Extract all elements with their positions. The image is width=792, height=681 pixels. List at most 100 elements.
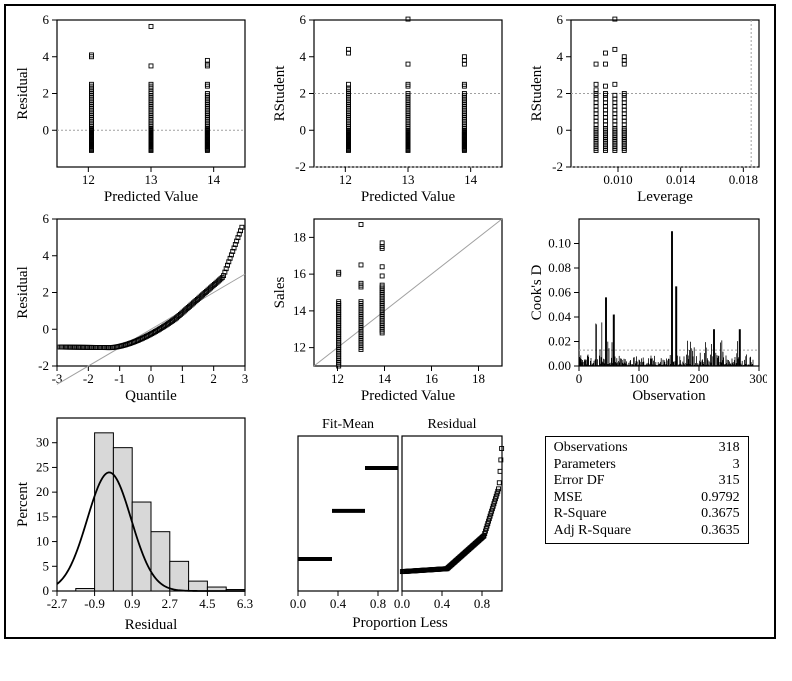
svg-text:6.3: 6.3 xyxy=(237,596,253,611)
svg-text:-0.9: -0.9 xyxy=(85,596,106,611)
stats-label: Error DF xyxy=(554,473,605,490)
svg-text:4.5: 4.5 xyxy=(200,596,216,611)
svg-text:0: 0 xyxy=(43,122,50,137)
svg-text:0.02: 0.02 xyxy=(548,334,571,349)
svg-text:0.9: 0.9 xyxy=(124,596,140,611)
svg-text:RStudent: RStudent xyxy=(272,65,288,122)
svg-text:18: 18 xyxy=(472,371,485,386)
svg-text:4: 4 xyxy=(556,49,563,64)
svg-text:0.018: 0.018 xyxy=(728,172,757,187)
svg-text:0.4: 0.4 xyxy=(434,596,451,611)
svg-text:4: 4 xyxy=(43,49,50,64)
svg-text:6: 6 xyxy=(556,12,563,27)
panel-histogram-residual: -2.7-0.90.92.74.56.3051015202530Residual… xyxy=(12,410,255,635)
svg-text:Proportion Less: Proportion Less xyxy=(352,615,448,631)
svg-text:2.7: 2.7 xyxy=(162,596,179,611)
svg-text:2: 2 xyxy=(556,86,563,101)
svg-text:13: 13 xyxy=(401,172,414,187)
svg-text:14: 14 xyxy=(293,303,307,318)
panel-cooksd: 01002003000.000.020.040.060.080.10Observ… xyxy=(525,211,768,406)
svg-text:0.00: 0.00 xyxy=(548,358,571,373)
svg-text:0.010: 0.010 xyxy=(603,172,632,187)
svg-text:14: 14 xyxy=(464,172,478,187)
svg-text:16: 16 xyxy=(293,266,307,281)
svg-text:0.0: 0.0 xyxy=(394,596,410,611)
stats-value: 3 xyxy=(733,457,740,474)
svg-text:200: 200 xyxy=(689,371,709,386)
svg-text:10: 10 xyxy=(36,534,49,549)
svg-text:2: 2 xyxy=(211,371,218,386)
svg-text:30: 30 xyxy=(36,435,49,450)
svg-text:12: 12 xyxy=(331,371,344,386)
svg-text:Cook's D: Cook's D xyxy=(529,265,545,321)
panel-rf-spread: Fit-MeanResidual0.00.40.80.00.40.8Propor… xyxy=(269,410,512,635)
svg-text:0.8: 0.8 xyxy=(474,596,490,611)
panel-stats: Observations318 Parameters3 Error DF315 … xyxy=(525,410,768,635)
svg-text:14: 14 xyxy=(207,172,221,187)
svg-text:6: 6 xyxy=(299,12,306,27)
svg-text:12: 12 xyxy=(293,340,306,355)
svg-text:18: 18 xyxy=(293,229,306,244)
svg-text:Residual: Residual xyxy=(15,67,31,120)
stats-value: 318 xyxy=(719,440,740,457)
svg-text:3: 3 xyxy=(242,371,249,386)
svg-text:0.4: 0.4 xyxy=(330,596,347,611)
diagnostic-panel-outer: 12 13 14 0 2 4 6 Predicted Value Residual 12 13 14… xyxy=(4,4,776,639)
svg-text:Predicted Value: Predicted Value xyxy=(361,189,456,205)
stats-label: Adj R-Square xyxy=(554,523,631,540)
svg-text:-1: -1 xyxy=(115,371,126,386)
svg-text:0.08: 0.08 xyxy=(548,260,571,275)
svg-text:0.0: 0.0 xyxy=(290,596,306,611)
svg-text:2: 2 xyxy=(299,86,306,101)
svg-text:Residual: Residual xyxy=(427,417,476,432)
svg-text:-2.7: -2.7 xyxy=(47,596,68,611)
svg-text:20: 20 xyxy=(36,484,49,499)
svg-text:100: 100 xyxy=(629,371,649,386)
svg-text:-2: -2 xyxy=(295,159,306,174)
stats-label: MSE xyxy=(554,490,583,507)
svg-text:14: 14 xyxy=(378,371,392,386)
svg-text:0.014: 0.014 xyxy=(666,172,696,187)
stats-label: R-Square xyxy=(554,506,607,523)
svg-text:Residual: Residual xyxy=(125,617,178,633)
panel-rstudent-vs-leverage: 0.010 0.014 0.018 -2 0 2 4 6 Leverage RStudent xyxy=(525,12,768,207)
stats-box: Observations318 Parameters3 Error DF315 … xyxy=(545,436,749,544)
svg-text:-2: -2 xyxy=(552,159,563,174)
svg-text:4: 4 xyxy=(299,49,306,64)
svg-text:0: 0 xyxy=(43,321,50,336)
svg-text:-2: -2 xyxy=(38,358,49,373)
svg-text:0: 0 xyxy=(148,371,155,386)
stats-value: 0.3635 xyxy=(701,523,740,540)
svg-text:Sales: Sales xyxy=(272,277,288,309)
svg-text:Leverage: Leverage xyxy=(637,189,693,205)
svg-text:15: 15 xyxy=(36,509,49,524)
stats-value: 0.9792 xyxy=(701,490,740,507)
panel-sales-vs-predicted: 1214161812141618Predicted ValueSales xyxy=(269,211,512,406)
svg-text:0: 0 xyxy=(575,371,582,386)
svg-text:13: 13 xyxy=(145,172,158,187)
svg-text:-2: -2 xyxy=(83,371,94,386)
svg-text:0.10: 0.10 xyxy=(548,236,571,251)
svg-text:0: 0 xyxy=(43,583,50,598)
svg-text:0: 0 xyxy=(556,122,563,137)
svg-text:12: 12 xyxy=(339,172,352,187)
svg-text:12: 12 xyxy=(82,172,95,187)
svg-text:300: 300 xyxy=(749,371,767,386)
svg-text:Predicted Value: Predicted Value xyxy=(361,388,456,404)
svg-text:4: 4 xyxy=(43,248,50,263)
panel-qq-residual: -3-2-10123-20246QuantileResidual xyxy=(12,211,255,406)
panel-rstudent-vs-predicted: 12 13 14 -2 0 2 4 6 Predicted Value RStudent xyxy=(269,12,512,207)
stats-value: 315 xyxy=(719,473,740,490)
svg-text:0: 0 xyxy=(299,122,306,137)
svg-text:Residual: Residual xyxy=(15,266,31,319)
svg-text:Observation: Observation xyxy=(632,388,706,404)
svg-text:Percent: Percent xyxy=(15,481,31,527)
svg-text:5: 5 xyxy=(43,558,50,573)
svg-text:Fit-Mean: Fit-Mean xyxy=(322,417,374,432)
panel-residual-vs-predicted: 1213140246Predicted ValueResidual xyxy=(12,12,255,207)
diagnostic-panel-grid: 12 13 14 0 2 4 6 Predicted Value Residual 12 13 14… xyxy=(12,12,768,635)
svg-text:6: 6 xyxy=(43,211,50,226)
stats-value: 0.3675 xyxy=(701,506,740,523)
svg-text:6: 6 xyxy=(43,12,50,27)
svg-text:RStudent: RStudent xyxy=(529,65,545,122)
